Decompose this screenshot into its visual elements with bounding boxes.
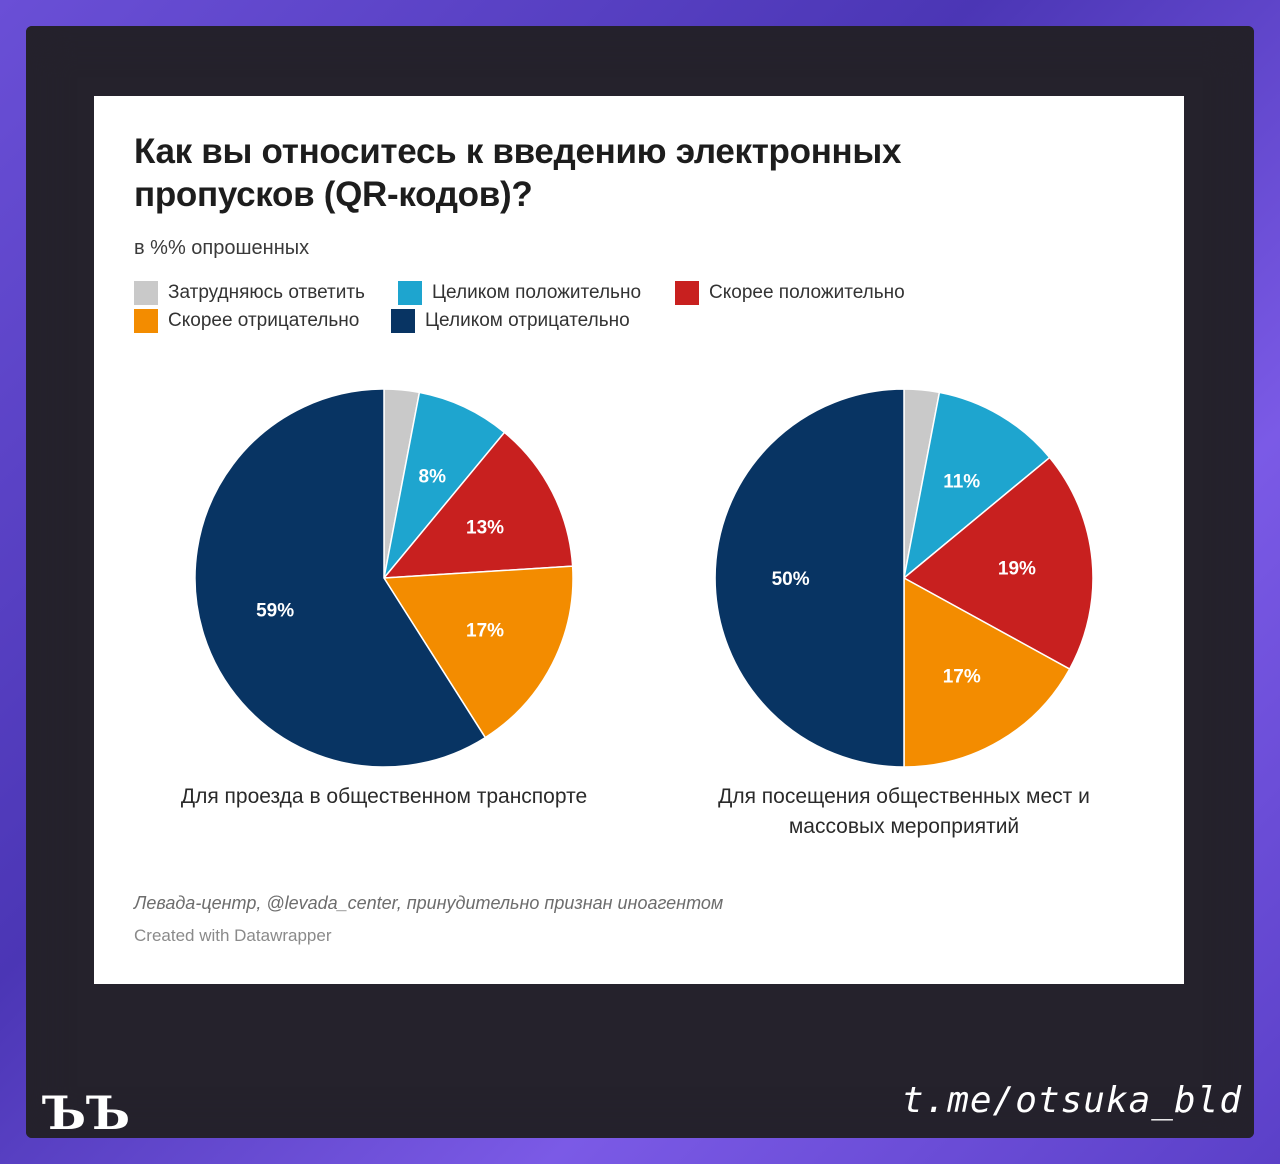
legend-label: Скорее положительно: [709, 282, 905, 303]
legend-item-fully-positive: Целиком положительно: [398, 280, 641, 306]
pie-1-slice-3: [903, 576, 1071, 768]
pie-1-label-1: 11%: [943, 471, 980, 492]
pie-1-label-3: 17%: [943, 667, 981, 688]
pie-charts: 8% 13% 17% 59% 11% 19% 17% 50%: [194, 388, 1094, 768]
legend-item-unsure: Затрудняюсь ответить: [134, 280, 365, 306]
pie-0-slice-3: [382, 565, 574, 739]
pie-1-slice-1: [902, 391, 1051, 580]
pie-0-label-4: 59%: [256, 601, 294, 622]
pie-0-slice-4: [194, 388, 487, 768]
pie-0-label-1: 8%: [419, 466, 447, 487]
legend-swatch: [391, 309, 415, 333]
pie-left-caption: Для проезда в общественном транспорте: [180, 785, 588, 808]
legend-swatch: [134, 281, 158, 305]
pie-right-caption-line2: массовых мероприятий: [788, 815, 1020, 838]
legend-label: Затрудняюсь ответить: [168, 282, 365, 303]
pie-right-caption-line1: Для посещения общественных мест и: [718, 785, 1090, 808]
pie-1-slice-4: [714, 388, 905, 768]
legend-item-rather-positive: Скорее положительно: [675, 280, 905, 306]
pie-1-label-4: 50%: [772, 569, 810, 590]
chart-card: Как вы относитесь к введению электронных…: [94, 96, 1184, 984]
telegram-handle: t.me/otsuka_bld: [901, 1080, 1242, 1121]
source-note: Левада-центр, @levada_center, принудител…: [134, 893, 724, 913]
legend-label: Целиком отрицательно: [425, 310, 630, 331]
pie-0-label-3: 17%: [466, 620, 504, 641]
legend-item-rather-negative: Скорее отрицательно: [134, 308, 359, 334]
pie-1-label-2: 19%: [998, 558, 1036, 579]
legend-swatch: [398, 281, 422, 305]
pie-1-slice-2: [902, 456, 1094, 671]
legend-label: Целиком положительно: [432, 282, 642, 303]
pie-0-label-2: 13%: [466, 518, 504, 539]
pie-0-slice-1: [383, 391, 506, 579]
chart-subtitle: в %% опрошенных: [134, 237, 310, 259]
created-with: Created with Datawrapper: [134, 926, 332, 945]
pie-0-slice-2: [382, 431, 574, 579]
brand-logo: ЪЪ: [42, 1086, 131, 1140]
legend-swatch: [675, 281, 699, 305]
legend-swatch: [134, 309, 158, 333]
chart-title: Как вы относитесь к введению электронных…: [134, 132, 902, 214]
legend-label: Скорее отрицательно: [168, 310, 360, 331]
legend-item-fully-negative: Целиком отрицательно: [391, 308, 630, 334]
